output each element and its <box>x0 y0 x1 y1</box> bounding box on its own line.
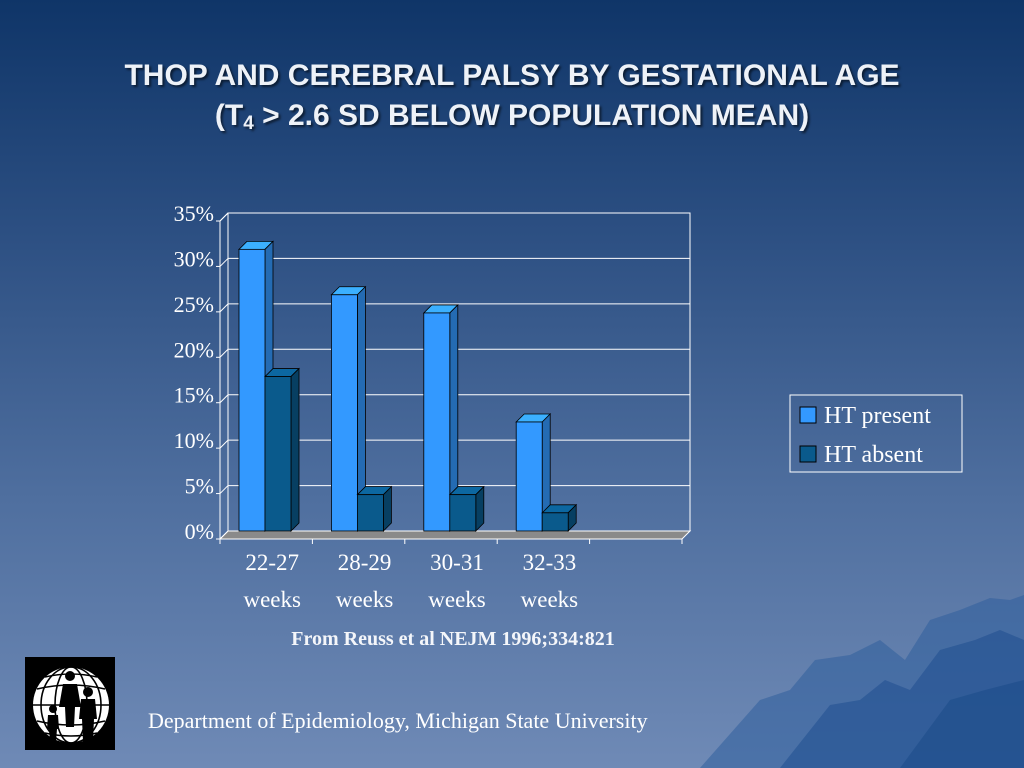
y-tick-label: 20% <box>174 337 214 362</box>
y-tick-label: 30% <box>174 246 214 271</box>
title-line-1: THOP AND CEREBRAL PALSY BY GESTATIONAL A… <box>124 59 900 92</box>
gridline-side <box>219 530 229 540</box>
legend <box>789 394 963 473</box>
bar <box>541 512 569 532</box>
bar-side <box>475 485 485 532</box>
bar-side <box>382 485 392 532</box>
y-tick-label: 25% <box>174 292 214 317</box>
gridline-side <box>219 394 229 404</box>
x-tick-label: 32-33 <box>523 550 577 575</box>
x-tick-label: weeks <box>243 587 301 612</box>
y-tick-label: 15% <box>174 383 214 408</box>
bar <box>515 421 543 532</box>
title-subscript: 4 <box>243 113 254 134</box>
bar <box>449 494 477 532</box>
title-line-2-prefix: (T <box>214 99 244 132</box>
department-logo <box>25 657 115 750</box>
gridline-side <box>219 212 229 222</box>
bar <box>423 312 451 532</box>
bar <box>330 294 358 532</box>
y-tick-label: 5% <box>185 474 214 499</box>
footer-text: Department of Epidemiology, Michigan Sta… <box>148 708 648 733</box>
y-tick-label: 35% <box>174 201 214 226</box>
x-tick-label: weeks <box>336 587 394 612</box>
bar-side <box>290 367 300 532</box>
legend-swatch <box>799 445 817 463</box>
legend-label: HT present <box>824 403 931 429</box>
x-tick-label: 22-27 <box>245 550 299 575</box>
x-tick-label: weeks <box>428 587 486 612</box>
chart-floor <box>218 530 692 540</box>
bar <box>264 376 292 532</box>
x-tick-label: 28-29 <box>338 550 392 575</box>
gridline-side <box>219 485 229 494</box>
title-line-2-suffix: > 2.6 SD BELOW POPULATION MEAN) <box>253 99 810 132</box>
title-line-2: (T4 > 2.6 SD BELOW POPULATION MEAN) <box>0 96 1024 136</box>
bar <box>356 494 384 532</box>
y-tick-label: 10% <box>174 428 214 453</box>
x-tick-label: 30-31 <box>430 550 484 575</box>
gridline-side <box>219 439 229 449</box>
legend-label: HT absent <box>824 442 923 468</box>
x-tick-label: weeks <box>521 587 579 612</box>
bar <box>238 248 266 532</box>
slide-title: THOP AND CEREBRAL PALSY BY GESTATIONAL A… <box>0 56 1024 136</box>
legend-swatch <box>799 406 817 424</box>
gridline-side <box>219 348 229 358</box>
gridline-side <box>219 258 229 267</box>
y-tick-label: 0% <box>185 519 214 544</box>
gridline-side <box>219 303 229 313</box>
source-citation: From Reuss et al NEJM 1996;334:821 <box>291 628 615 650</box>
